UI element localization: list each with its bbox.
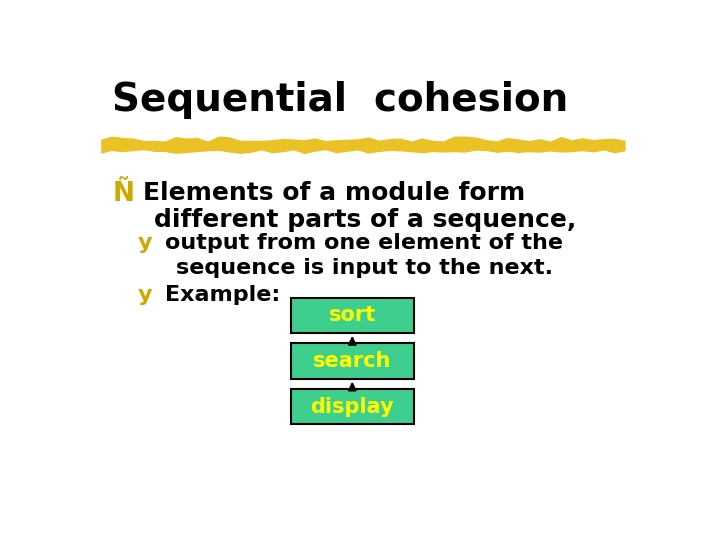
- Text: sort: sort: [328, 305, 376, 325]
- Text: different parts of a sequence,: different parts of a sequence,: [154, 208, 577, 232]
- Text: sequence is input to the next.: sequence is input to the next.: [176, 258, 554, 278]
- Text: Elements of a module form: Elements of a module form: [143, 181, 526, 205]
- Polygon shape: [101, 137, 626, 154]
- Text: output from one element of the: output from one element of the: [166, 233, 563, 253]
- Text: search: search: [313, 351, 392, 371]
- Bar: [291, 298, 413, 333]
- Bar: [291, 343, 413, 379]
- Bar: [291, 389, 413, 424]
- Text: Ñ: Ñ: [112, 181, 135, 207]
- Text: y: y: [138, 233, 152, 253]
- Text: y: y: [138, 285, 152, 305]
- Text: display: display: [310, 397, 394, 417]
- Text: Sequential  cohesion: Sequential cohesion: [112, 82, 569, 119]
- Text: Example:: Example:: [166, 285, 281, 305]
